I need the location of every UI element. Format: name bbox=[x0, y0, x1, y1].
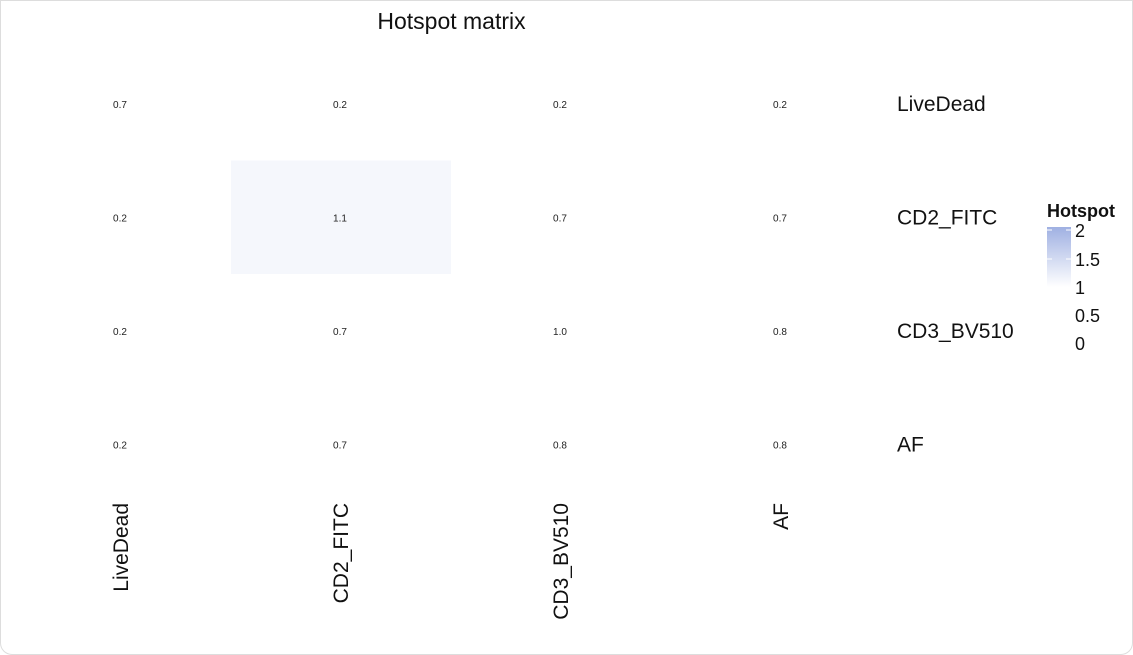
legend-tick-label: 0.5 bbox=[1075, 306, 1100, 326]
cell-value-label: 0.7 bbox=[553, 213, 567, 224]
column-label: CD3_BV510 bbox=[550, 503, 573, 620]
cell-value-label: 0.7 bbox=[333, 327, 347, 338]
row-label: LiveDead bbox=[897, 93, 986, 116]
legend-tick-label: 1.5 bbox=[1075, 250, 1100, 270]
cell-value-label: 0.8 bbox=[553, 440, 567, 451]
heatmap-cell bbox=[451, 47, 671, 161]
column-label: CD2_FITC bbox=[330, 503, 353, 603]
legend-tick-label: 0 bbox=[1075, 334, 1085, 354]
legend-tick-label: 1 bbox=[1075, 278, 1085, 298]
heatmap-cell bbox=[671, 387, 891, 501]
heatmap-cell bbox=[231, 274, 451, 388]
heatmap-cell bbox=[671, 160, 891, 274]
heatmap-cell bbox=[231, 387, 451, 501]
cell-value-label: 0.2 bbox=[113, 327, 127, 338]
row-label: CD2_FITC bbox=[897, 206, 997, 229]
heatmap-cell bbox=[451, 274, 671, 388]
heatmap-cell bbox=[451, 387, 671, 501]
heatmap-cell bbox=[671, 274, 891, 388]
heatmap-cell bbox=[10, 274, 230, 388]
cell-value-label: 1.0 bbox=[553, 327, 567, 338]
column-label: LiveDead bbox=[110, 503, 133, 592]
chart-title: Hotspot matrix bbox=[377, 8, 526, 34]
row-label: AF bbox=[897, 433, 924, 456]
cell-value-label: 0.7 bbox=[113, 100, 127, 111]
heatmap-cell bbox=[231, 160, 451, 274]
cell-value-label: 0.8 bbox=[773, 440, 787, 451]
cell-value-label: 0.7 bbox=[773, 213, 787, 224]
heatmap-cell bbox=[10, 387, 230, 501]
cell-value-label: 0.2 bbox=[333, 100, 347, 111]
row-label: CD3_BV510 bbox=[897, 320, 1014, 343]
cell-value-label: 0.2 bbox=[113, 213, 127, 224]
legend-tick-label: 2 bbox=[1075, 221, 1085, 241]
heatmap-cell bbox=[231, 47, 451, 161]
column-label: AF bbox=[770, 503, 793, 530]
cell-value-label: 1.1 bbox=[333, 213, 347, 224]
legend-colorbar bbox=[1047, 227, 1071, 287]
cell-value-label: 0.2 bbox=[113, 440, 127, 451]
cell-value-label: 0.2 bbox=[553, 100, 567, 111]
heatmap-cell bbox=[10, 160, 230, 274]
cell-value-label: 0.8 bbox=[773, 327, 787, 338]
heatmap-cell bbox=[10, 47, 230, 161]
heatmap-cell bbox=[451, 160, 671, 274]
legend-title: Hotspot bbox=[1047, 201, 1115, 221]
cell-value-label: 0.7 bbox=[333, 440, 347, 451]
heatmap-cell bbox=[671, 47, 891, 161]
cell-value-label: 0.2 bbox=[773, 100, 787, 111]
